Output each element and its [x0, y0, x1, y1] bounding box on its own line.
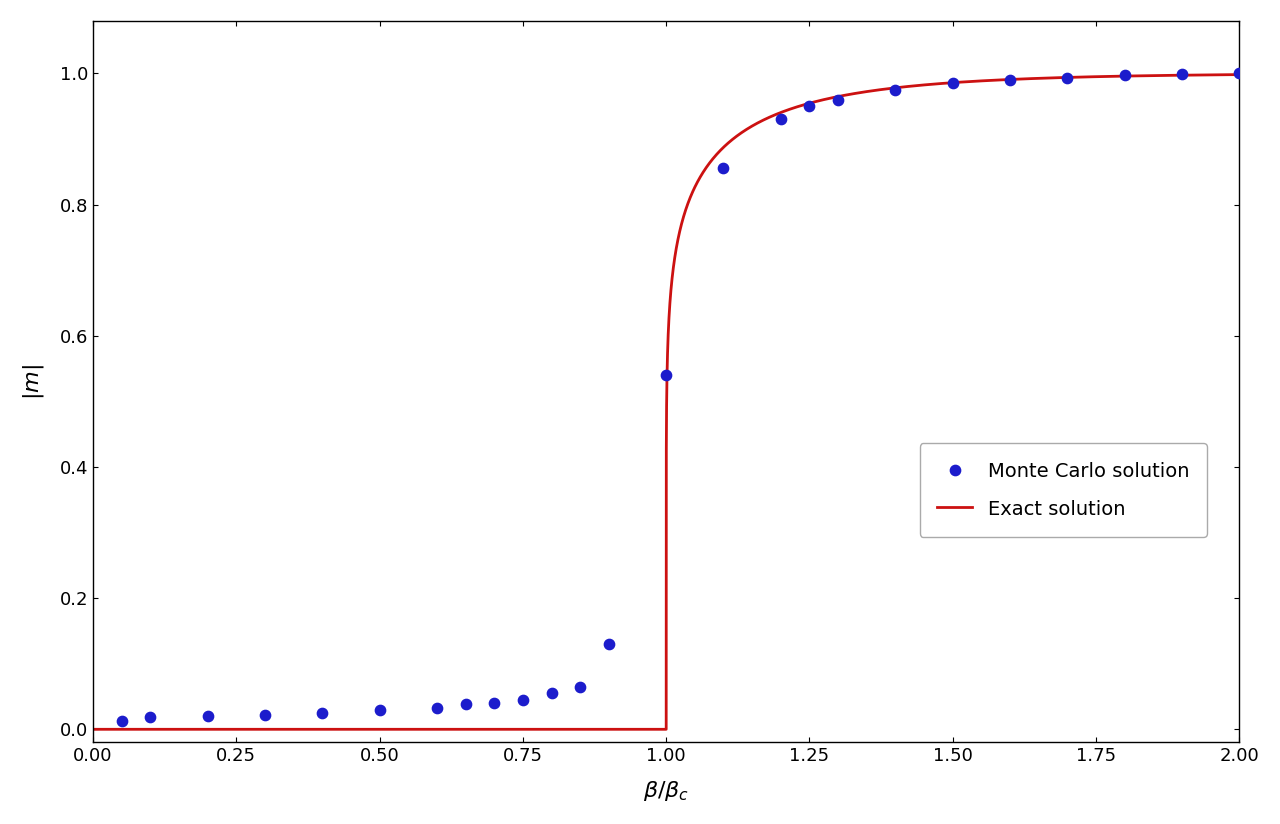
Monte Carlo solution [370, 703, 390, 716]
Monte Carlo solution [799, 100, 819, 113]
Monte Carlo solution [456, 698, 476, 711]
Monte Carlo solution [828, 93, 849, 106]
Monte Carlo solution [312, 706, 333, 719]
Monte Carlo solution [886, 83, 906, 96]
Monte Carlo solution [713, 162, 733, 175]
X-axis label: $\beta/\beta_c$: $\beta/\beta_c$ [643, 780, 690, 803]
Exact solution [672, 229, 687, 239]
Exact solution [686, 185, 701, 195]
Monte Carlo solution [484, 696, 504, 709]
Monte Carlo solution [541, 686, 562, 700]
Exact solution [1165, 70, 1180, 80]
Exact solution [1056, 73, 1071, 82]
Monte Carlo solution [599, 638, 620, 651]
Y-axis label: $|m|$: $|m|$ [20, 363, 46, 400]
Monte Carlo solution [655, 368, 676, 382]
Monte Carlo solution [1229, 67, 1249, 80]
Exact solution [668, 246, 684, 255]
Monte Carlo solution [197, 709, 218, 723]
Monte Carlo solution [771, 113, 791, 126]
Monte Carlo solution [1171, 68, 1192, 81]
Monte Carlo solution [1057, 72, 1078, 85]
Monte Carlo solution [1000, 73, 1020, 87]
Exact solution [1231, 70, 1247, 80]
Exact solution [86, 724, 101, 734]
Monte Carlo solution [255, 709, 275, 722]
Line: Exact solution: Exact solution [93, 75, 1239, 729]
Monte Carlo solution [1115, 68, 1135, 82]
Monte Carlo solution [513, 693, 534, 706]
Monte Carlo solution [942, 77, 963, 90]
Exact solution [668, 242, 684, 252]
Monte Carlo solution [140, 711, 160, 724]
Monte Carlo solution [570, 680, 590, 693]
Legend: Monte Carlo solution, Exact solution: Monte Carlo solution, Exact solution [919, 443, 1207, 536]
Monte Carlo solution [111, 715, 132, 728]
Monte Carlo solution [426, 701, 447, 714]
